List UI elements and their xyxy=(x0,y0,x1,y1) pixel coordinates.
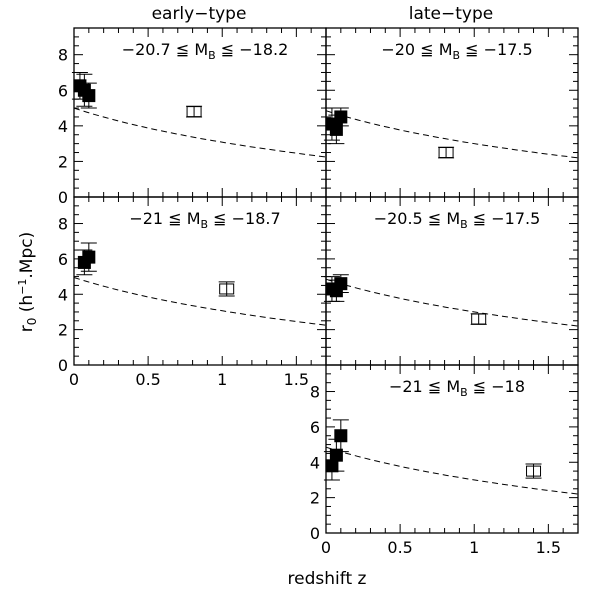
y-tick-label: 0 xyxy=(58,356,68,375)
panel-middle-right: −20.5 ≦ MB ≦ −17.5 xyxy=(323,196,579,366)
panel-label-left: −21 ≦ M xyxy=(129,209,200,228)
panel-label-subscript: B xyxy=(460,386,468,399)
panel-label: −21 ≦ MB ≦ −18 xyxy=(389,377,525,399)
y-axis-title: r0 (h−1.Mpc) xyxy=(16,232,39,333)
y-tick-label: 6 xyxy=(58,250,68,269)
panel-label-left: −21 ≦ M xyxy=(389,377,460,396)
panel-label-left: −20.7 ≦ M xyxy=(122,40,208,59)
panel-label-right: ≦ −18.2 xyxy=(216,40,289,59)
filled-point xyxy=(325,459,339,473)
panel-middle-left: 0 2 4 6 8 0 0.5 1 1.5 −21 ≦ MB ≦ −18.7 xyxy=(58,196,327,389)
y-tick-label: 6 xyxy=(58,81,68,100)
model-curve xyxy=(73,107,327,158)
y-axis-title-end: .Mpc) xyxy=(17,232,37,279)
y-tick-label: 2 xyxy=(58,321,68,340)
panel-label-left: −20 ≦ M xyxy=(381,40,452,59)
panel-label-right: ≦ −18 xyxy=(468,377,525,396)
panel-label-subscript: B xyxy=(208,49,216,62)
panel-label-right: ≦ −17.5 xyxy=(468,209,541,228)
panel-label: −20.7 ≦ MB ≦ −18.2 xyxy=(122,40,289,62)
filled-point xyxy=(334,429,348,443)
y-tick-label: 4 xyxy=(58,117,68,136)
x-tick-label: 0 xyxy=(321,538,331,557)
x-tick-label: 0.5 xyxy=(135,370,160,389)
y-axis-title-main: r xyxy=(17,325,37,332)
y-tick-label: 0 xyxy=(310,524,320,543)
panel-label-right: ≦ −17.5 xyxy=(460,40,533,59)
x-tick-label: 1 xyxy=(217,370,227,389)
panel-label-left: −20.5 ≦ M xyxy=(374,209,460,228)
panel-label-subscript: B xyxy=(460,218,468,231)
y-axis-title-sup: −1 xyxy=(16,279,29,295)
model-curve xyxy=(325,446,579,495)
filled-point xyxy=(82,250,96,264)
y-axis-title-rest: (h xyxy=(17,295,37,318)
panel-top-right: −20 ≦ MB ≦ −17.5 xyxy=(323,27,579,198)
x-tick-label: 0.5 xyxy=(387,538,412,557)
y-tick-label: 8 xyxy=(58,215,68,234)
x-tick-label: 1 xyxy=(469,538,479,557)
panel-label-right: ≦ −18.7 xyxy=(208,209,281,228)
panel-label: −20.5 ≦ MB ≦ −17.5 xyxy=(374,209,541,231)
panel-label: −21 ≦ MB ≦ −18.7 xyxy=(129,209,280,231)
y-tick-label: 8 xyxy=(58,46,68,65)
y-tick-label: 2 xyxy=(310,489,320,508)
y-axis-title-sub: 0 xyxy=(25,318,39,326)
model-curve xyxy=(325,110,579,159)
panel-label-subscript: B xyxy=(453,49,461,62)
column-title-late: late−type xyxy=(409,4,494,24)
x-tick-label: 1.5 xyxy=(284,370,309,389)
x-tick-label: 0 xyxy=(69,370,79,389)
filled-point xyxy=(334,277,348,291)
model-curve xyxy=(325,278,579,327)
x-axis-title: redshift z xyxy=(288,569,367,589)
y-tick-label: 4 xyxy=(58,285,68,304)
filled-point xyxy=(82,89,96,103)
panel-label: −20 ≦ MB ≦ −17.5 xyxy=(381,40,532,62)
y-tick-label: 8 xyxy=(310,383,320,402)
column-title-early: early−type xyxy=(152,4,247,24)
panel-frame xyxy=(325,364,579,534)
y-tick-label: 6 xyxy=(310,418,320,437)
panel-bottom-right: 0 2 4 6 8 0 0.5 1 1.5 −21 ≦ MB ≦ −18 xyxy=(310,364,579,557)
filled-point xyxy=(334,110,348,124)
y-tick-label: 4 xyxy=(310,453,320,472)
model-curve xyxy=(73,277,327,326)
x-tick-label: 1.5 xyxy=(536,538,561,557)
y-tick-label: 0 xyxy=(58,188,68,207)
y-tick-label: 2 xyxy=(58,152,68,171)
panel-top-left: 0 2 4 6 8 −20.7 ≦ MB ≦ −18.2 xyxy=(58,27,327,207)
panel-label-subscript: B xyxy=(201,218,209,231)
